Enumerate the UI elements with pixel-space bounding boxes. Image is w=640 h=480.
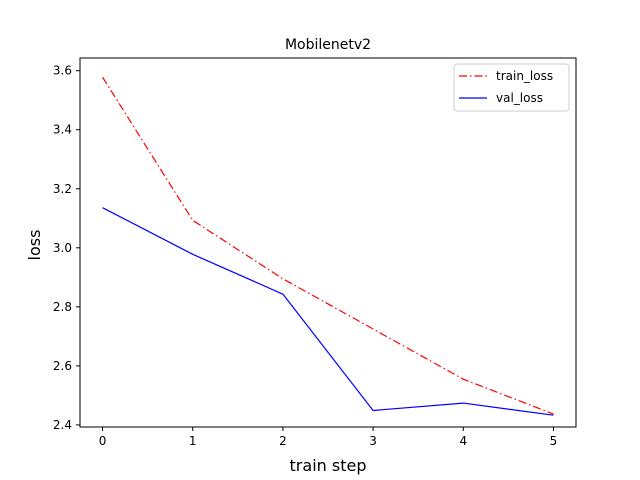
y-tick-label-5: 3.4 xyxy=(53,123,72,137)
x-tick-label-0: 0 xyxy=(99,434,107,448)
y-tick-label-6: 3.6 xyxy=(53,64,72,78)
legend-label-train-loss: train_loss xyxy=(496,69,553,83)
x-tick-label-4: 4 xyxy=(459,434,467,448)
x-tick-label-3: 3 xyxy=(369,434,377,448)
legend: train_loss val_loss xyxy=(453,63,570,112)
series-line-train-loss xyxy=(102,76,554,415)
legend-box xyxy=(453,63,570,112)
y-tick-label-4: 3.2 xyxy=(53,182,72,196)
y-tick-label-3: 3.0 xyxy=(53,241,72,255)
y-tick-label-0: 2.4 xyxy=(53,418,72,432)
legend-label-val-loss: val_loss xyxy=(496,91,543,105)
series-line-val-loss xyxy=(102,207,554,416)
chart-title: Mobilenetv2 xyxy=(285,37,371,53)
x-tick-label-5: 5 xyxy=(550,434,558,448)
x-tick-label-2: 2 xyxy=(279,434,287,448)
y-tick-label-2: 2.8 xyxy=(53,300,72,314)
x-axis-label: train step xyxy=(290,456,367,475)
axis-layer: 0 1 2 3 4 5 2.4 2.6 2.8 3.0 3.2 3.4 3.6 xyxy=(53,57,577,448)
y-axis-label: loss xyxy=(25,230,44,261)
plot-layer xyxy=(102,76,554,416)
plot-frame xyxy=(79,57,577,428)
y-tick-label-1: 2.6 xyxy=(53,359,72,373)
x-tick-label-1: 1 xyxy=(189,434,197,448)
